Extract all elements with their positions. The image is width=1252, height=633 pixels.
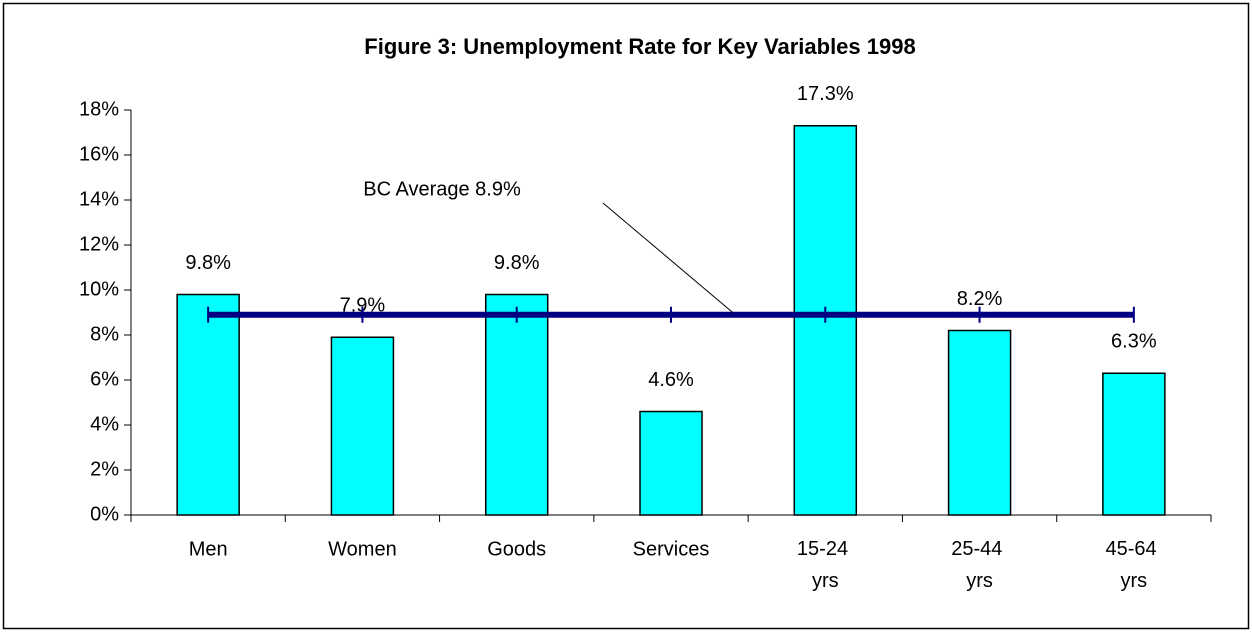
bar xyxy=(330,336,395,516)
value-label: 4.6% xyxy=(648,369,694,391)
x-tick-label: Men xyxy=(189,538,228,560)
x-tick-label: Goods xyxy=(487,538,546,560)
y-tick-label: 12% xyxy=(79,233,119,255)
y-tick-label: 2% xyxy=(90,458,119,480)
y-tick-label: 0% xyxy=(90,503,119,525)
x-tick-label: Women xyxy=(328,538,397,560)
value-label: 9.8% xyxy=(185,252,231,274)
x-tick-label: Services xyxy=(633,538,710,560)
y-tick-label: 14% xyxy=(79,188,119,210)
value-label: 8.2% xyxy=(957,288,1003,310)
value-label: 9.8% xyxy=(494,252,540,274)
y-tick-label: 18% xyxy=(79,98,119,120)
y-tick-label: 10% xyxy=(79,278,119,300)
value-label: 7.9% xyxy=(340,295,386,317)
bar xyxy=(639,410,703,516)
x-tick-label: 15-24 yrs xyxy=(797,538,854,592)
bar xyxy=(176,293,240,516)
x-tick-label: 25-44 yrs xyxy=(951,538,1008,592)
bar xyxy=(484,293,549,516)
y-tick-label: 6% xyxy=(90,368,119,390)
x-tick-label: 45-64 yrs xyxy=(1105,538,1162,592)
average-annotation: BC Average 8.9% xyxy=(363,178,521,200)
y-tick-label: 4% xyxy=(90,413,119,435)
bar xyxy=(947,329,1012,516)
value-label: 17.3% xyxy=(797,83,854,105)
value-label: 6.3% xyxy=(1111,331,1157,353)
annotation-leader xyxy=(602,202,734,314)
bar xyxy=(1102,372,1166,516)
y-tick-label: 8% xyxy=(90,323,119,345)
chart-title: Figure 3: Unemployment Rate for Key Vari… xyxy=(364,34,915,59)
y-tick-label: 16% xyxy=(79,143,119,165)
